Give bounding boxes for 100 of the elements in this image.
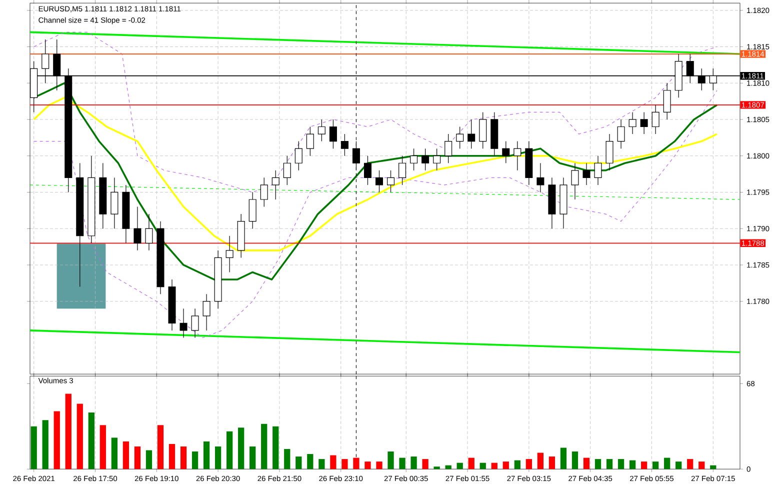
bar xyxy=(250,446,256,470)
candlestick xyxy=(663,82,671,120)
bar xyxy=(330,455,336,470)
bar xyxy=(468,458,474,470)
bar xyxy=(168,444,176,470)
bar xyxy=(76,404,83,470)
candlestick xyxy=(594,156,602,186)
bar xyxy=(548,456,556,470)
candlestick xyxy=(306,126,314,156)
bar xyxy=(698,462,705,470)
bar xyxy=(318,458,325,470)
candlestick xyxy=(398,156,406,186)
bar xyxy=(134,446,141,470)
candlestick xyxy=(375,170,383,192)
candlestick xyxy=(272,170,280,200)
bar xyxy=(618,458,624,470)
bar xyxy=(422,458,428,470)
bar xyxy=(652,462,659,470)
bar xyxy=(676,462,682,470)
bar xyxy=(480,462,486,470)
candlestick xyxy=(202,294,210,331)
bar xyxy=(203,441,210,470)
bar xyxy=(42,420,48,470)
bar xyxy=(238,428,244,470)
bar xyxy=(30,426,37,470)
candlestick xyxy=(640,112,648,134)
candlestick xyxy=(260,177,268,208)
bar xyxy=(399,458,406,470)
candlestick xyxy=(456,126,464,149)
candlestick xyxy=(329,119,337,149)
bar xyxy=(594,458,602,470)
candlestick xyxy=(433,148,441,171)
bar xyxy=(526,458,532,470)
candlestick xyxy=(410,148,418,171)
bar xyxy=(364,462,371,470)
bar xyxy=(157,425,164,470)
candlestick xyxy=(387,170,395,192)
candlestick xyxy=(536,162,544,192)
bar xyxy=(606,458,613,470)
candlestick xyxy=(617,119,625,149)
candlestick xyxy=(606,134,614,171)
bar xyxy=(456,462,463,470)
candlestick xyxy=(468,119,476,149)
bar xyxy=(192,451,198,470)
bar xyxy=(664,458,670,470)
bar xyxy=(88,412,94,470)
bar xyxy=(434,466,440,470)
bar xyxy=(491,462,498,470)
bar xyxy=(226,431,233,470)
bar xyxy=(560,448,567,470)
bar xyxy=(445,465,452,470)
bar xyxy=(640,462,648,470)
candlestick xyxy=(248,192,256,229)
candlestick xyxy=(422,148,430,171)
bar xyxy=(410,456,417,470)
bar xyxy=(629,460,636,470)
bar xyxy=(65,394,72,470)
bar xyxy=(111,438,118,470)
candlestick xyxy=(652,104,660,134)
bar xyxy=(296,456,302,470)
candlestick xyxy=(364,156,372,186)
bar xyxy=(388,451,394,470)
bar xyxy=(272,426,279,470)
candlestick xyxy=(180,308,188,338)
bar xyxy=(583,458,590,470)
candlestick xyxy=(283,156,291,186)
candlestick xyxy=(318,119,326,142)
bar xyxy=(180,446,187,470)
bar xyxy=(353,458,360,470)
bar xyxy=(342,458,348,470)
line-series xyxy=(34,32,718,192)
line-series xyxy=(34,90,718,338)
candlestick xyxy=(145,214,153,251)
candlestick xyxy=(502,140,510,164)
bar xyxy=(284,448,290,470)
candlestick xyxy=(226,236,234,272)
bar xyxy=(261,424,268,470)
bar xyxy=(687,458,694,470)
bar xyxy=(54,411,60,470)
bar xyxy=(376,462,382,470)
bar xyxy=(537,452,544,470)
bar xyxy=(122,441,130,470)
candlestick xyxy=(571,162,579,200)
candlestick xyxy=(340,134,348,156)
candlestick xyxy=(582,162,590,186)
candlestick xyxy=(479,112,487,149)
bar xyxy=(146,450,152,470)
bar xyxy=(514,460,520,470)
candlestick xyxy=(444,134,452,164)
candlestick xyxy=(294,140,302,171)
bar xyxy=(307,454,314,470)
candlestick xyxy=(514,140,522,171)
candlestick xyxy=(628,112,636,134)
bar xyxy=(502,462,509,470)
candlestick xyxy=(110,177,118,229)
bar xyxy=(214,446,222,470)
candlestick xyxy=(191,308,199,338)
bar xyxy=(710,465,716,470)
candlestick xyxy=(134,206,142,251)
bar xyxy=(100,425,106,470)
